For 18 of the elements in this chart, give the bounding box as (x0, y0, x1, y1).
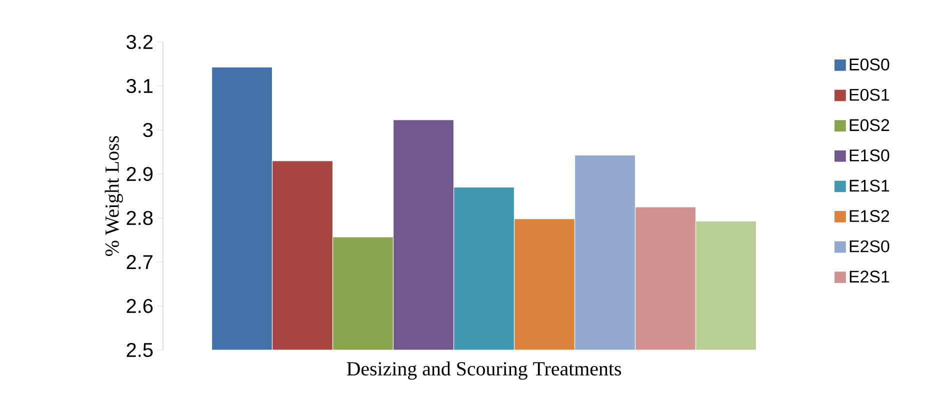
x-axis-title: Desizing and Scouring Treatments (346, 362, 622, 380)
legend-label: E1S1 (850, 180, 890, 192)
legend-label: E1S0 (850, 149, 890, 162)
y-tick-label: 2.7 (126, 255, 152, 269)
y-tick-label: 2.8 (126, 210, 153, 226)
y-tick-label: 3 (143, 122, 153, 138)
y-tick-label: 2.9 (126, 166, 153, 182)
legend-label: E2S0 (850, 240, 890, 252)
legend-label: E0S0 (850, 58, 890, 71)
legend-label: E0S2 (850, 119, 890, 132)
y-tick-label: 3.1 (126, 78, 153, 94)
y-tick-label: 3.2 (126, 34, 152, 50)
legend-label: E2S1 (850, 270, 890, 283)
legend-label: E1S2 (850, 210, 890, 222)
y-axis-title: % Weight Loss (104, 136, 123, 256)
y-tick-label: 2.6 (126, 298, 153, 314)
y-tick-label: 2.5 (126, 342, 153, 358)
legend-label: E0S1 (850, 88, 890, 101)
